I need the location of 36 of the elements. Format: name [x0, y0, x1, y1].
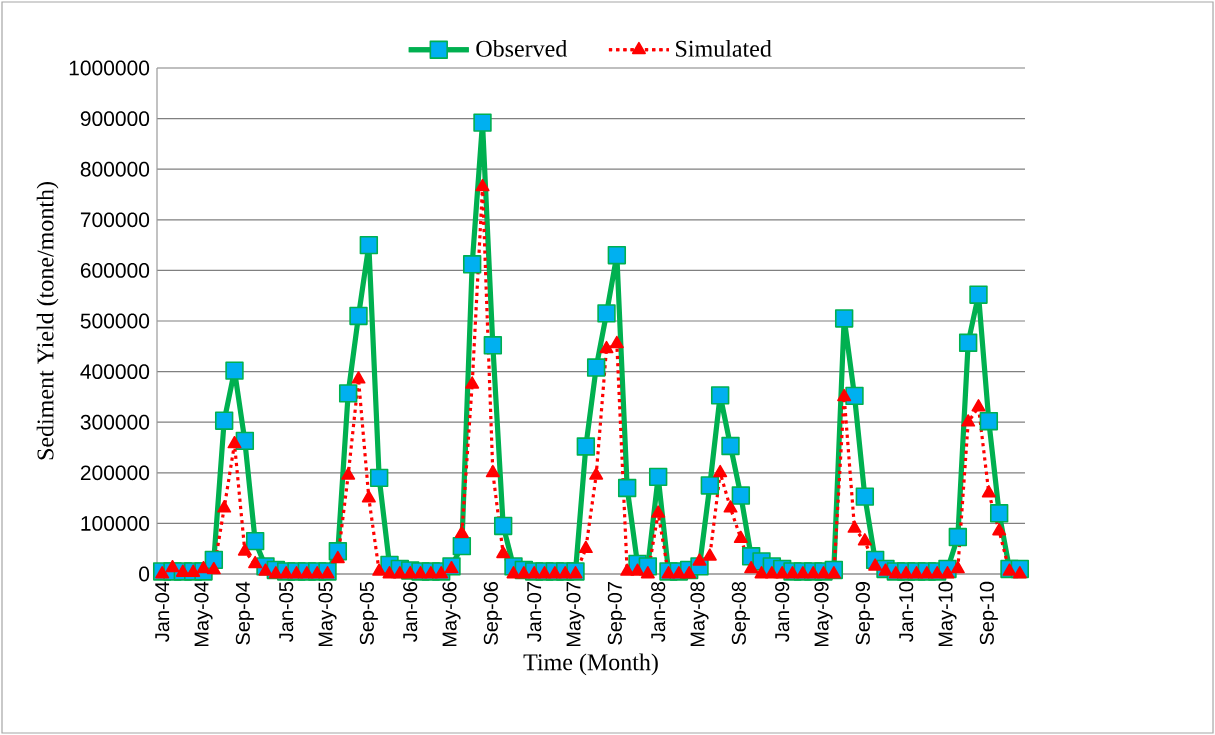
x-tick-label: Jan-04 [155, 581, 170, 642]
y-tick-label: 400000 [80, 364, 150, 380]
x-tick-label: Jan-06 [403, 581, 418, 642]
x-tick-label: May-04 [194, 581, 213, 647]
x-tick-label: Sep-05 [359, 581, 378, 645]
x-tick-label: Sep-06 [483, 581, 502, 645]
y-tick-label: 300000 [80, 414, 150, 430]
y-tick-label: 100000 [81, 515, 150, 531]
x-tick-label: Sep-10 [979, 581, 998, 645]
y-tick-label: 500000 [80, 313, 150, 329]
x-tick-label: Sep-09 [855, 582, 874, 645]
legend-label: Observed [476, 39, 568, 57]
y-tick-label: 900000 [80, 111, 150, 127]
legend-label: Simulated [676, 39, 772, 57]
x-tick-label: Sep-08 [731, 581, 750, 645]
y-tick-label: 600000 [80, 262, 150, 278]
x-tick-label: May-08 [690, 581, 709, 647]
y-axis-title: Sediment Yield (tone/month) [36, 182, 59, 460]
x-tick-label: May-06 [442, 581, 461, 647]
x-tick-label: May-09 [814, 582, 833, 647]
x-tick-label: May-05 [318, 581, 337, 647]
x-tick-label: May-10 [938, 581, 957, 647]
x-tick-label: Jan-05 [279, 581, 294, 642]
x-tick-label: Sep-07 [607, 582, 626, 645]
x-tick-label: Jan-07 [527, 582, 542, 642]
x-tick-label: Jan-10 [899, 581, 914, 642]
x-axis-title: Time (Month) [523, 653, 658, 676]
x-tick-label: May-07 [566, 582, 585, 647]
y-tick-label: 0 [139, 566, 150, 582]
x-tick-label: Jan-08 [651, 581, 666, 642]
y-tick-label: 1000000 [69, 60, 150, 76]
y-tick-label: 200000 [80, 465, 150, 481]
y-tick-label: 800000 [80, 161, 150, 177]
x-tick-label: Jan-09 [775, 582, 790, 642]
y-tick-label: 700000 [80, 212, 150, 228]
x-tick-label: Sep-04 [235, 581, 254, 645]
